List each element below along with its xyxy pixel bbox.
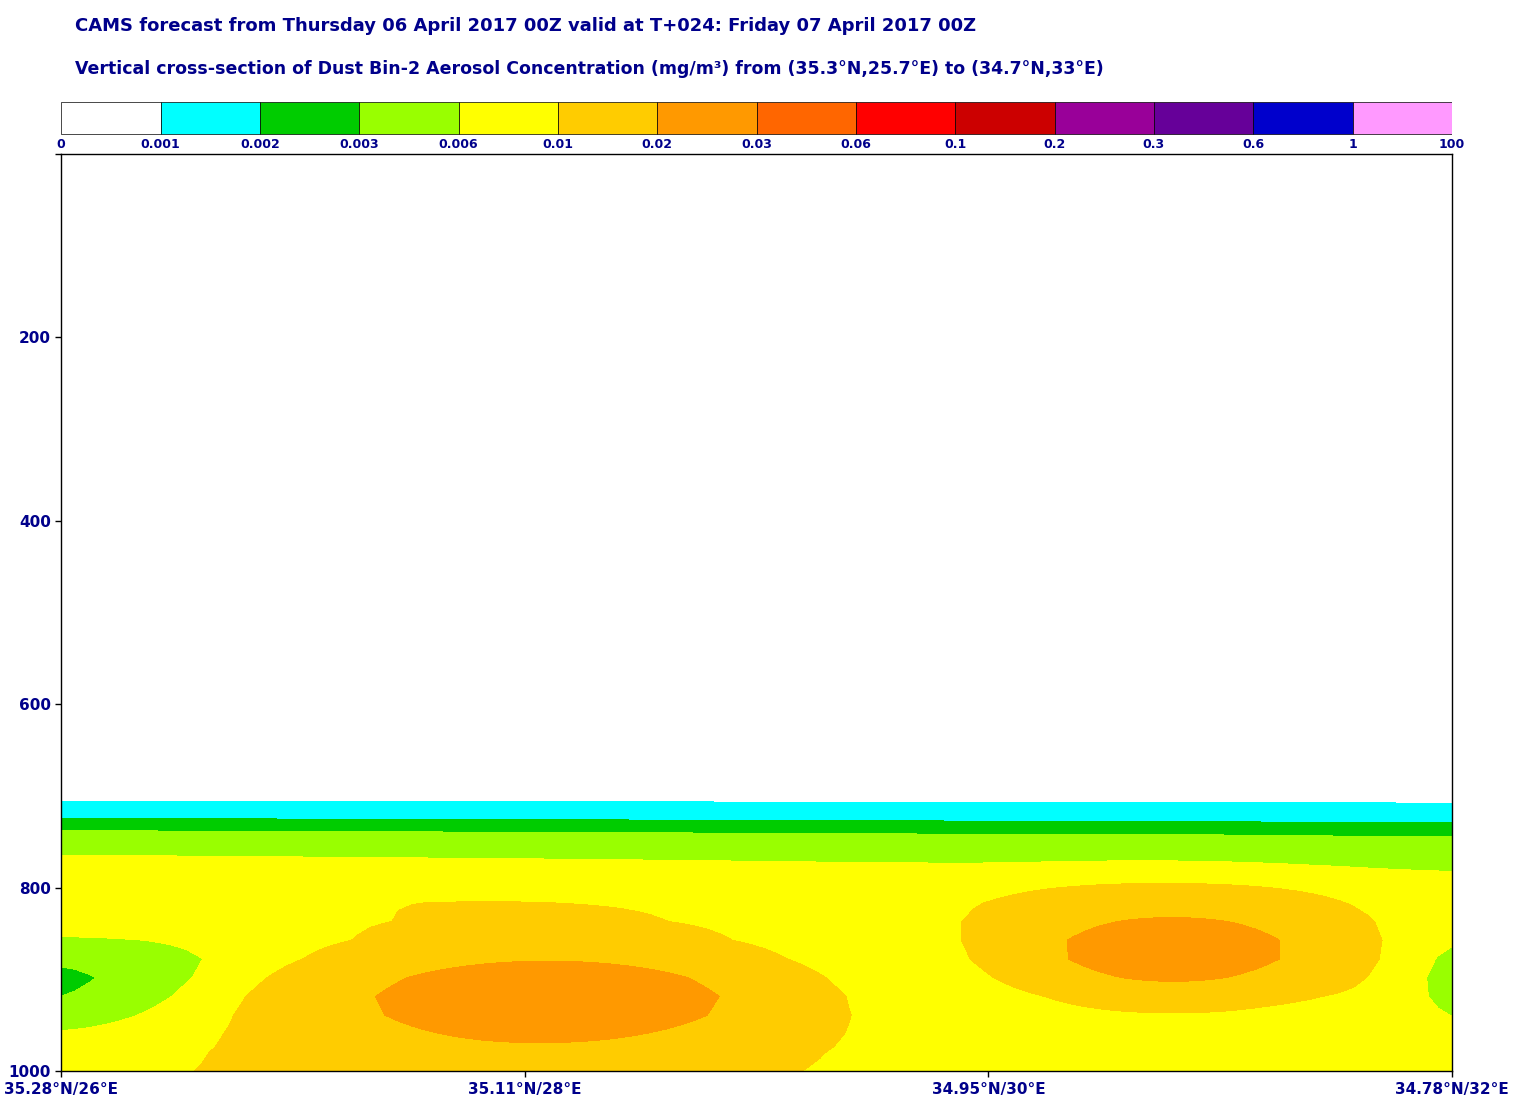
Text: 0.002: 0.002	[241, 138, 280, 151]
Bar	[458, 102, 558, 134]
Text: 0: 0	[57, 138, 65, 151]
Text: 1: 1	[1348, 138, 1357, 151]
Text: 0.6: 0.6	[1242, 138, 1265, 151]
Bar	[955, 102, 1055, 134]
Text: 0.1: 0.1	[944, 138, 967, 151]
Text: 0.06: 0.06	[840, 138, 871, 151]
Bar	[160, 102, 260, 134]
Text: CAMS forecast from Thursday 06 April 2017 00Z valid at T+024: Friday 07 April 20: CAMS forecast from Thursday 06 April 201…	[76, 17, 976, 35]
Text: 100: 100	[1439, 138, 1465, 151]
Bar	[359, 102, 458, 134]
Bar	[1154, 102, 1253, 134]
Bar	[856, 102, 955, 134]
Text: 0.2: 0.2	[1044, 138, 1065, 151]
Bar	[657, 102, 756, 134]
Bar	[260, 102, 359, 134]
Text: Vertical cross-section of Dust Bin-2 Aerosol Concentration (mg/m³) from (35.3°N,: Vertical cross-section of Dust Bin-2 Aer…	[76, 59, 1104, 78]
Text: 0.01: 0.01	[542, 138, 573, 151]
Text: 0.001: 0.001	[141, 138, 180, 151]
Text: 0.02: 0.02	[642, 138, 673, 151]
Text: 0.3: 0.3	[1142, 138, 1165, 151]
Bar	[1353, 102, 1452, 134]
Bar	[61, 102, 160, 134]
Bar	[1055, 102, 1154, 134]
Bar	[756, 102, 856, 134]
Text: 0.006: 0.006	[439, 138, 478, 151]
Bar	[1253, 102, 1353, 134]
Text: 0.003: 0.003	[339, 138, 378, 151]
Bar	[558, 102, 657, 134]
Text: 0.03: 0.03	[741, 138, 772, 151]
